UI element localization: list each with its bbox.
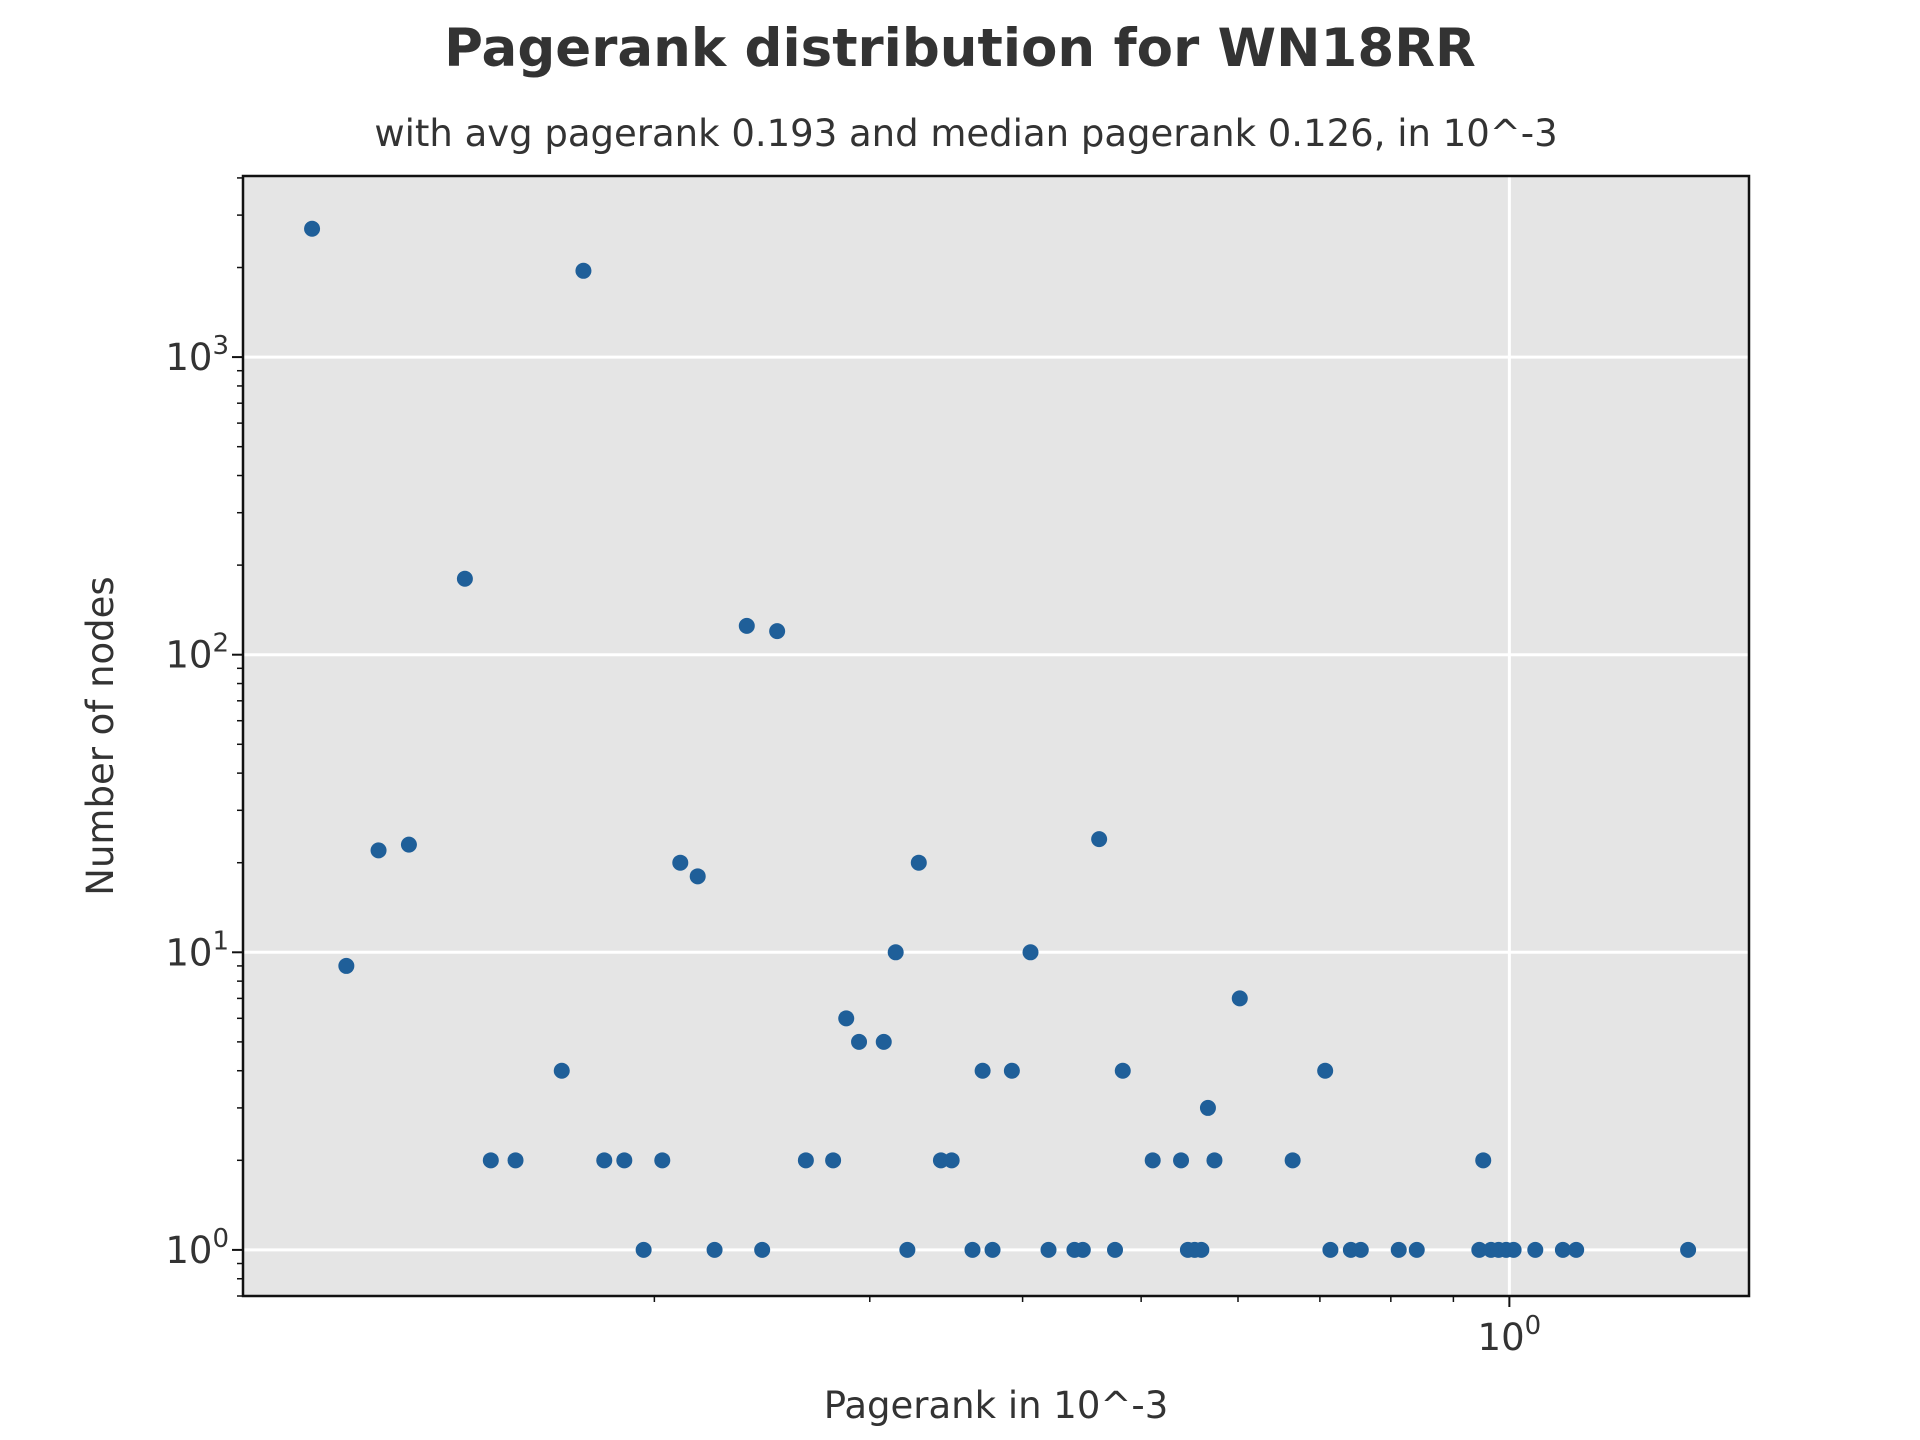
- data-point: [1144, 1152, 1161, 1169]
- data-point: [1206, 1152, 1223, 1169]
- data-point: [1317, 1062, 1334, 1079]
- data-point: [1680, 1241, 1697, 1258]
- data-point: [635, 1241, 652, 1258]
- data-point: [482, 1152, 499, 1169]
- data-point: [1074, 1241, 1091, 1258]
- data-point: [507, 1152, 524, 1169]
- data-point: [706, 1241, 723, 1258]
- data-point: [825, 1152, 842, 1169]
- data-point: [616, 1152, 633, 1169]
- y-axis-label: Number of nodes: [79, 576, 122, 895]
- data-point: [1114, 1062, 1131, 1079]
- data-point: [899, 1241, 916, 1258]
- data-point: [1554, 1241, 1571, 1258]
- data-point: [887, 944, 904, 961]
- data-point: [1322, 1241, 1339, 1258]
- data-point: [851, 1033, 868, 1050]
- data-point: [338, 957, 355, 974]
- data-point: [875, 1033, 892, 1050]
- data-point: [943, 1152, 960, 1169]
- x-axis-label: Pagerank in 10^-3: [824, 1384, 1169, 1427]
- data-point: [1527, 1241, 1544, 1258]
- data-point: [1505, 1241, 1522, 1258]
- data-point: [400, 836, 417, 853]
- data-point: [575, 262, 592, 279]
- data-point: [964, 1241, 981, 1258]
- data-point: [654, 1152, 671, 1169]
- y-tick-label: 103: [165, 331, 229, 379]
- data-point: [738, 617, 755, 634]
- data-point: [838, 1010, 855, 1027]
- y-tick-label: 102: [165, 629, 229, 677]
- data-point: [456, 570, 473, 587]
- data-point: [1003, 1062, 1020, 1079]
- data-point: [1408, 1241, 1425, 1258]
- x-tick-label: 100: [1478, 1311, 1542, 1359]
- data-points: [304, 220, 1697, 1258]
- data-point: [769, 623, 786, 640]
- data-point: [754, 1241, 771, 1258]
- data-point: [1107, 1241, 1124, 1258]
- data-point: [1040, 1241, 1057, 1258]
- plot-frame: [241, 174, 1751, 1298]
- data-point: [1022, 944, 1039, 961]
- data-point: [370, 842, 387, 859]
- data-point: [689, 868, 706, 885]
- y-tick-label: 100: [165, 1224, 229, 1272]
- data-point: [1231, 990, 1248, 1007]
- data-point: [672, 854, 689, 871]
- data-point: [1284, 1152, 1301, 1169]
- data-point: [1173, 1152, 1190, 1169]
- data-point: [984, 1241, 1001, 1258]
- data-point: [1568, 1241, 1585, 1258]
- data-point: [1193, 1241, 1210, 1258]
- chart-subtitle: with avg pagerank 0.193 and median pager…: [374, 112, 1558, 155]
- data-point: [1475, 1152, 1492, 1169]
- data-point: [797, 1152, 814, 1169]
- chart-title: Pagerank distribution for WN18RR: [444, 18, 1476, 79]
- data-point: [1091, 831, 1108, 848]
- data-point: [910, 854, 927, 871]
- data-point: [553, 1062, 570, 1079]
- data-point: [1390, 1241, 1407, 1258]
- axis-ticks: [232, 177, 1511, 1307]
- data-point: [596, 1152, 613, 1169]
- data-point: [974, 1062, 991, 1079]
- plot-area: [243, 176, 1749, 1296]
- data-point: [1471, 1241, 1488, 1258]
- y-tick-label: 101: [165, 926, 229, 974]
- data-point: [1352, 1241, 1369, 1258]
- data-point: [1199, 1099, 1216, 1116]
- data-point: [304, 220, 321, 237]
- tick-labels: 100 101 102 103 100: [165, 331, 1541, 1359]
